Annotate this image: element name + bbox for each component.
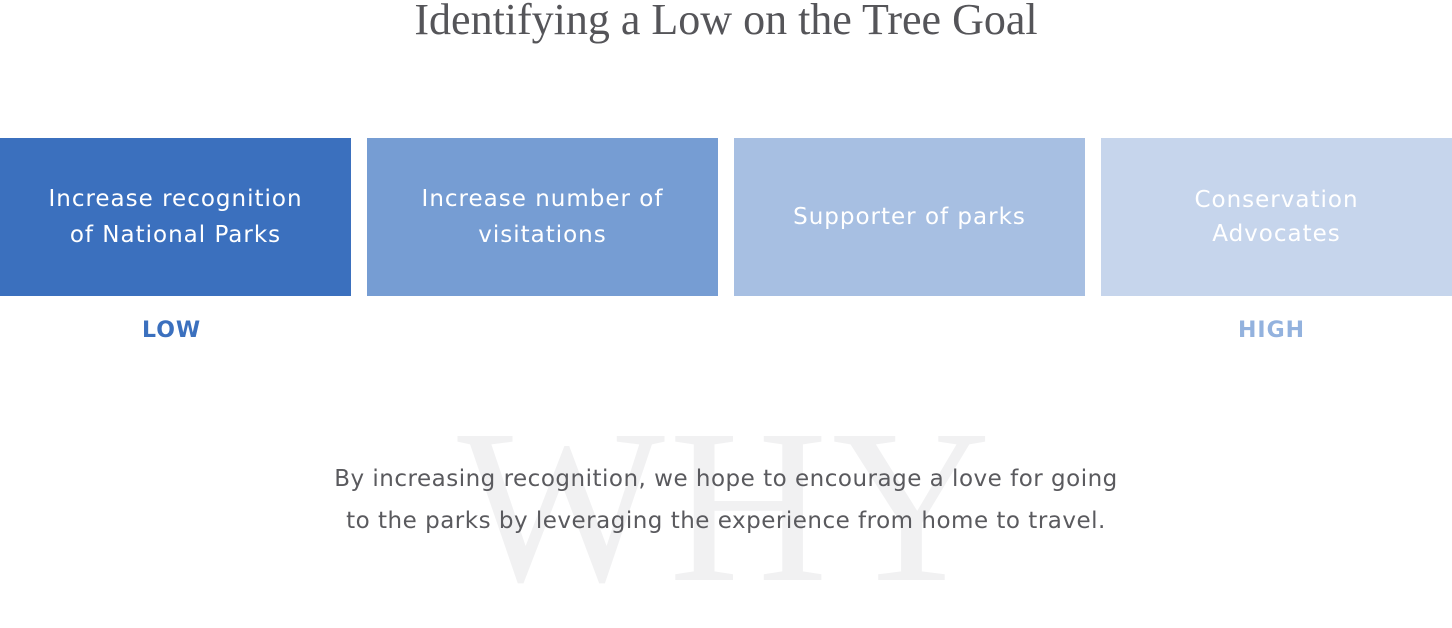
goal-label: Supporter of parks xyxy=(793,204,1026,230)
why-line-2: to the parks by leveraging the experienc… xyxy=(346,508,1106,534)
why-line-1: By increasing recognition, we hope to en… xyxy=(334,466,1118,492)
scale-high-label: HIGH xyxy=(1238,318,1306,343)
scale-low-label: LOW xyxy=(142,318,202,343)
page-title: Identifying a Low on the Tree Goal xyxy=(414,0,1038,44)
goal-box-supporter: Supporter of parks xyxy=(734,138,1085,296)
goal-label: Increase recognition of National Parks xyxy=(48,186,303,248)
goal-label: Conservation Advocates xyxy=(1194,187,1359,247)
goal-box-recognition: Increase recognition of National Parks xyxy=(0,138,351,296)
why-description: By increasing recognition, we hope to en… xyxy=(0,458,1452,542)
goal-label: Increase number of visitations xyxy=(421,186,664,248)
goal-box-visitations: Increase number of visitations xyxy=(367,138,718,296)
goal-box-conservation: Conservation Advocates xyxy=(1101,138,1452,296)
